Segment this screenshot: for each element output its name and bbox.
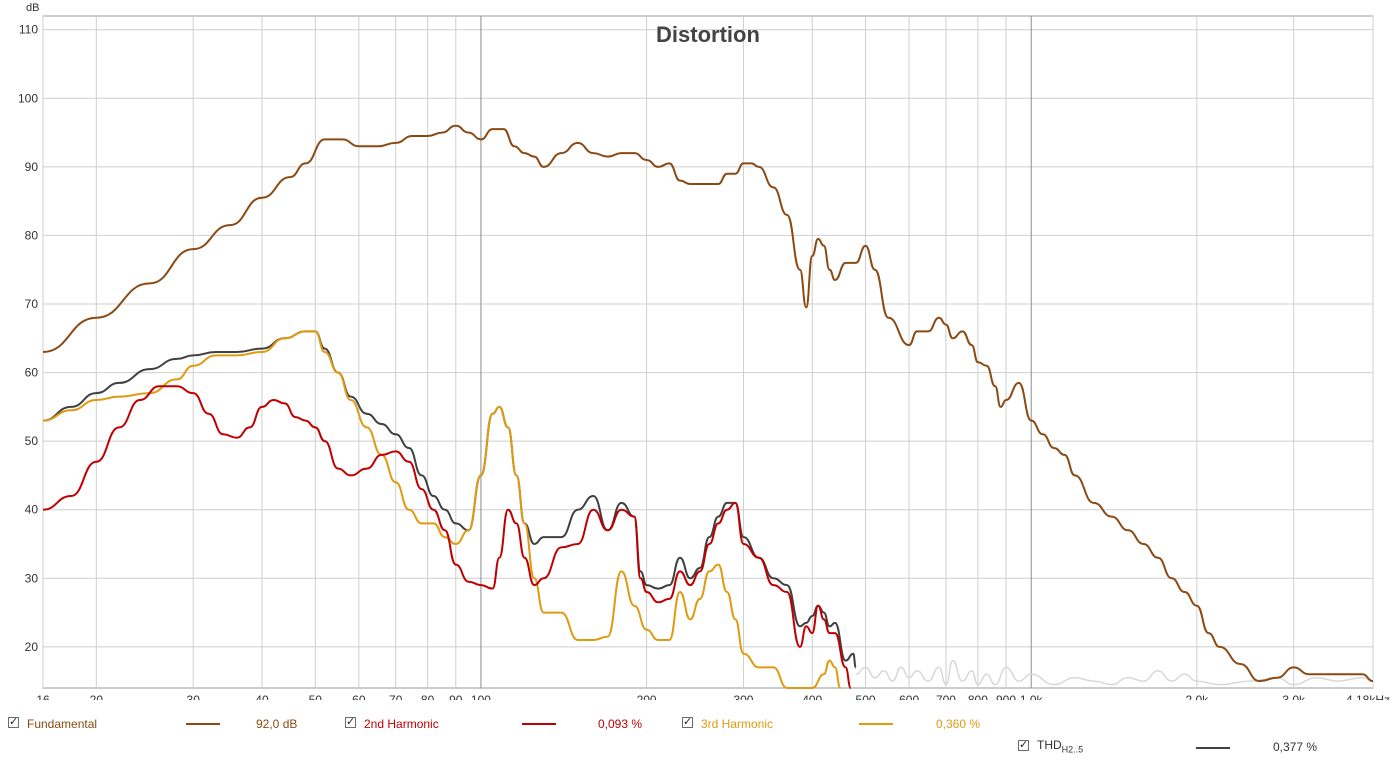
x-tick-label: 2,0k bbox=[1185, 693, 1209, 700]
h2-label: 2nd Harmonic bbox=[364, 717, 439, 731]
h3-value: 0,360 % bbox=[936, 717, 981, 731]
x-tick-label: 40 bbox=[255, 693, 269, 700]
x-tick-label: 90 bbox=[449, 693, 463, 700]
thd-checkbox[interactable]: ✓ bbox=[1018, 738, 1029, 751]
x-tick-label: 100 bbox=[471, 693, 491, 700]
series-line-3rd-harmonic bbox=[42, 330, 842, 690]
check-mark-icon: ✓ bbox=[346, 715, 356, 728]
x-tick-label: 70 bbox=[389, 693, 403, 700]
h3-swatch bbox=[859, 723, 893, 725]
y-tick-label: 30 bbox=[25, 571, 39, 585]
y-axis-title: dB bbox=[26, 2, 39, 14]
y-tick-label: 80 bbox=[25, 228, 39, 242]
x-tick-label: 16 bbox=[36, 693, 50, 700]
y-tick-label: 70 bbox=[25, 297, 39, 311]
thd-label: THDH2..5 bbox=[1037, 738, 1083, 754]
x-tick-label: 300 bbox=[733, 693, 753, 700]
check-mark-icon: ✓ bbox=[1019, 738, 1029, 751]
y-tick-label: 90 bbox=[25, 160, 39, 174]
x-tick-label: 20 bbox=[90, 693, 104, 700]
h3-checkbox[interactable]: ✓ bbox=[682, 715, 693, 728]
thd-label-sub: H2..5 bbox=[1061, 744, 1084, 755]
check-mark-icon: ✓ bbox=[9, 715, 19, 728]
series-line-fundamental bbox=[42, 124, 1374, 683]
y-tick-label: 40 bbox=[25, 503, 39, 517]
y-tick-label: 50 bbox=[25, 434, 39, 448]
legend-3rd-harmonic[interactable]: ✓ 3rd Harmonic 0,360 % bbox=[682, 715, 1002, 732]
y-tick-label: 20 bbox=[25, 640, 39, 654]
check-mark-icon: ✓ bbox=[683, 715, 693, 728]
y-axis-labels: 20 30 40 50 60 70 80 90 100 110 bbox=[18, 23, 38, 654]
chart-title: Distortion bbox=[656, 22, 760, 47]
x-tick-label: 4,18kHz bbox=[1346, 693, 1390, 700]
x-tick-label: 700 bbox=[936, 693, 956, 700]
x-tick-label: 80 bbox=[421, 693, 435, 700]
h3-label: 3rd Harmonic bbox=[701, 717, 774, 731]
fundamental-swatch bbox=[186, 723, 220, 725]
y-tick-label: 100 bbox=[18, 91, 38, 105]
legend-fundamental[interactable]: ✓ Fundamental 92,0 dB bbox=[8, 715, 328, 732]
distortion-chart: 20 30 40 50 60 70 80 90 100 110 16 20 30 40 50 60 70 80 9… bbox=[18, 2, 1390, 700]
fundamental-checkbox[interactable]: ✓ bbox=[8, 715, 19, 728]
thd-swatch bbox=[1196, 747, 1230, 749]
x-tick-label: 500 bbox=[856, 693, 876, 700]
x-tick-label: 3,0k bbox=[1282, 693, 1306, 700]
h2-swatch bbox=[522, 723, 556, 725]
fundamental-value: 92,0 dB bbox=[256, 717, 298, 731]
y-tick-label: 60 bbox=[25, 366, 39, 380]
fundamental-label: Fundamental bbox=[27, 717, 98, 731]
x-tick-label: 60 bbox=[352, 693, 366, 700]
y-tick-label: 110 bbox=[19, 23, 38, 37]
series-line-2nd-harmonic bbox=[42, 385, 852, 689]
x-tick-label: 30 bbox=[187, 693, 201, 700]
x-tick-label: 900 bbox=[996, 693, 1016, 700]
thd-value: 0,377 % bbox=[1273, 740, 1318, 754]
thd-label-main: THD bbox=[1037, 738, 1062, 752]
x-tick-label: 1,0k bbox=[1020, 693, 1044, 700]
x-tick-label: 200 bbox=[637, 693, 657, 700]
x-tick-label: 400 bbox=[802, 693, 822, 700]
series-line-noise bbox=[855, 659, 1374, 686]
legend-thd[interactable]: ✓ THDH2..5 0,377 % bbox=[1018, 738, 1338, 756]
x-tick-label: 800 bbox=[968, 693, 988, 700]
x-tick-label: 50 bbox=[309, 693, 323, 700]
legend-2nd-harmonic[interactable]: ✓ 2nd Harmonic 0,093 % bbox=[345, 715, 665, 732]
series-lines bbox=[42, 124, 1374, 690]
x-tick-label: 600 bbox=[899, 693, 919, 700]
h2-value: 0,093 % bbox=[598, 717, 643, 731]
h2-checkbox[interactable]: ✓ bbox=[345, 715, 356, 728]
x-axis-labels: 16 20 30 40 50 60 70 80 90 100 200 300 400 500 600 700 8… bbox=[36, 693, 1390, 700]
